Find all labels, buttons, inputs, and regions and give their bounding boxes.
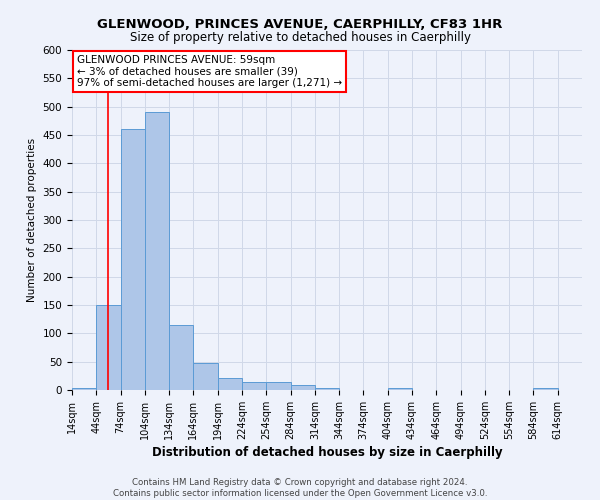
Bar — [145, 112, 169, 390]
Bar — [388, 388, 412, 390]
Text: GLENWOOD, PRINCES AVENUE, CAERPHILLY, CF83 1HR: GLENWOOD, PRINCES AVENUE, CAERPHILLY, CF… — [97, 18, 503, 30]
Bar — [96, 305, 121, 390]
Bar — [121, 130, 145, 390]
X-axis label: Distribution of detached houses by size in Caerphilly: Distribution of detached houses by size … — [152, 446, 502, 459]
Bar — [533, 388, 558, 390]
Bar — [169, 325, 193, 390]
Text: Contains HM Land Registry data © Crown copyright and database right 2024.
Contai: Contains HM Land Registry data © Crown c… — [113, 478, 487, 498]
Text: GLENWOOD PRINCES AVENUE: 59sqm
← 3% of detached houses are smaller (39)
97% of s: GLENWOOD PRINCES AVENUE: 59sqm ← 3% of d… — [77, 55, 342, 88]
Bar — [72, 388, 96, 390]
Bar — [290, 386, 315, 390]
Bar — [218, 378, 242, 390]
Y-axis label: Number of detached properties: Number of detached properties — [27, 138, 37, 302]
Bar — [315, 388, 339, 390]
Text: Size of property relative to detached houses in Caerphilly: Size of property relative to detached ho… — [130, 31, 470, 44]
Bar — [242, 382, 266, 390]
Bar — [266, 382, 290, 390]
Bar — [193, 364, 218, 390]
